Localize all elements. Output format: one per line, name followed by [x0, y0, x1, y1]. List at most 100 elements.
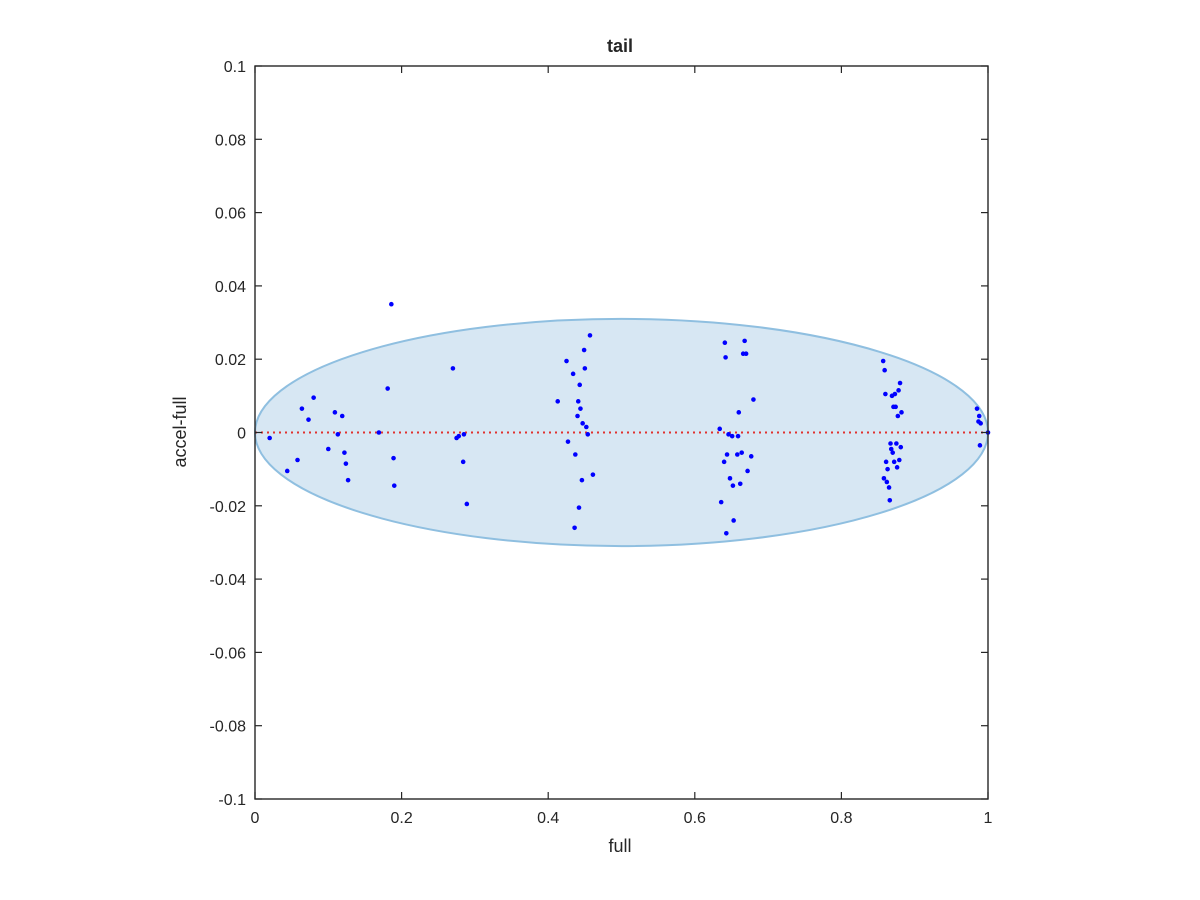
data-point	[977, 443, 983, 448]
data-point	[880, 358, 886, 364]
data-point	[335, 432, 341, 437]
y-tick-label: 0.08	[215, 132, 246, 149]
data-point	[339, 413, 345, 419]
data-point	[722, 340, 728, 346]
y-tick-label: -0.02	[210, 499, 247, 516]
x-tick-label: 1	[984, 810, 993, 827]
data-point	[890, 450, 896, 455]
x-tick-label: 0.8	[830, 810, 852, 827]
y-tick-label: 0.04	[215, 279, 246, 296]
data-point	[582, 366, 588, 371]
data-point	[887, 498, 893, 503]
data-point	[575, 399, 581, 404]
data-point	[343, 461, 349, 466]
y-tick-label: -0.04	[210, 572, 247, 589]
data-point	[564, 358, 569, 364]
data-point	[311, 395, 316, 400]
data-point	[895, 413, 901, 419]
y-tick-label: 0	[237, 426, 246, 443]
data-point	[587, 333, 593, 338]
data-point	[886, 485, 892, 490]
y-tick-label: 0.06	[215, 206, 246, 223]
data-point	[724, 530, 729, 536]
data-point	[978, 421, 983, 426]
data-point	[748, 454, 754, 459]
data-point	[385, 386, 390, 391]
data-point	[345, 477, 351, 483]
y-tick-label: 0.02	[215, 352, 246, 369]
data-point	[718, 499, 724, 505]
data-point	[724, 452, 730, 457]
data-point	[894, 441, 899, 446]
data-point	[295, 457, 300, 463]
data-point	[578, 406, 583, 411]
data-point	[885, 466, 890, 472]
data-point	[584, 424, 589, 430]
data-point	[974, 406, 980, 411]
y-tick-label: 0.1	[224, 59, 246, 76]
data-point	[555, 399, 561, 404]
data-point	[735, 452, 740, 457]
data-point	[332, 410, 338, 415]
data-point	[389, 301, 394, 307]
data-point	[585, 432, 591, 437]
data-point	[576, 505, 582, 510]
data-point	[456, 433, 462, 439]
data-point	[342, 450, 347, 455]
data-point	[721, 459, 727, 465]
data-point	[581, 347, 587, 353]
chart-title: tail	[607, 36, 633, 56]
data-point	[751, 397, 756, 402]
data-point	[299, 406, 305, 411]
data-point	[897, 457, 902, 463]
x-tick-label: 0.6	[684, 810, 706, 827]
data-point	[267, 435, 272, 441]
data-point	[579, 477, 585, 483]
data-point	[742, 338, 747, 344]
y-tick-label: -0.08	[210, 719, 247, 736]
data-point	[745, 468, 750, 474]
x-tick-label: 0.2	[390, 810, 412, 827]
data-point	[326, 446, 331, 452]
data-point	[727, 476, 733, 481]
data-point	[743, 351, 749, 357]
data-point	[881, 476, 887, 481]
data-point	[884, 479, 890, 485]
data-point	[892, 391, 898, 397]
data-point	[461, 432, 467, 437]
x-tick-label: 0.4	[537, 810, 559, 827]
data-point	[896, 388, 901, 393]
data-point	[730, 483, 736, 488]
data-point	[731, 518, 736, 523]
data-point	[284, 468, 290, 474]
data-point	[572, 525, 577, 531]
data-point	[888, 446, 894, 452]
data-point	[883, 459, 889, 465]
data-point	[590, 472, 596, 477]
data-point	[723, 355, 728, 360]
data-point	[883, 391, 888, 397]
data-point	[565, 439, 571, 444]
data-point	[376, 430, 382, 435]
data-point	[391, 455, 396, 461]
data-point	[577, 382, 583, 388]
data-point	[580, 421, 585, 426]
data-point	[739, 450, 745, 455]
data-point	[735, 433, 741, 439]
data-point	[729, 433, 735, 439]
data-point	[306, 417, 311, 422]
y-tick-label: -0.1	[218, 792, 246, 809]
data-point	[736, 410, 742, 415]
data-point	[897, 380, 903, 386]
y-axis-label: accel-full	[170, 396, 190, 467]
data-point	[891, 459, 897, 465]
axes: 0 0.2 0.4 0.6 0.8 1 -0.1 -0.08 -0.06 -0.04 -0.02 0 0…	[210, 59, 993, 827]
data-point	[575, 413, 580, 419]
data-point	[391, 483, 397, 488]
x-tick-label: 0	[251, 810, 260, 827]
data-point	[570, 371, 576, 377]
data-point	[899, 410, 904, 415]
x-axis-label: full	[608, 836, 631, 856]
y-tick-label: -0.06	[210, 645, 247, 662]
